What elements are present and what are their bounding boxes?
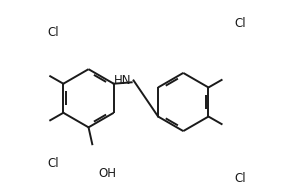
Text: HN: HN	[114, 74, 132, 87]
Text: Cl: Cl	[47, 157, 59, 170]
Text: Cl: Cl	[234, 172, 246, 185]
Text: Cl: Cl	[234, 17, 246, 30]
Text: Cl: Cl	[47, 26, 59, 39]
Text: OH: OH	[98, 167, 116, 180]
